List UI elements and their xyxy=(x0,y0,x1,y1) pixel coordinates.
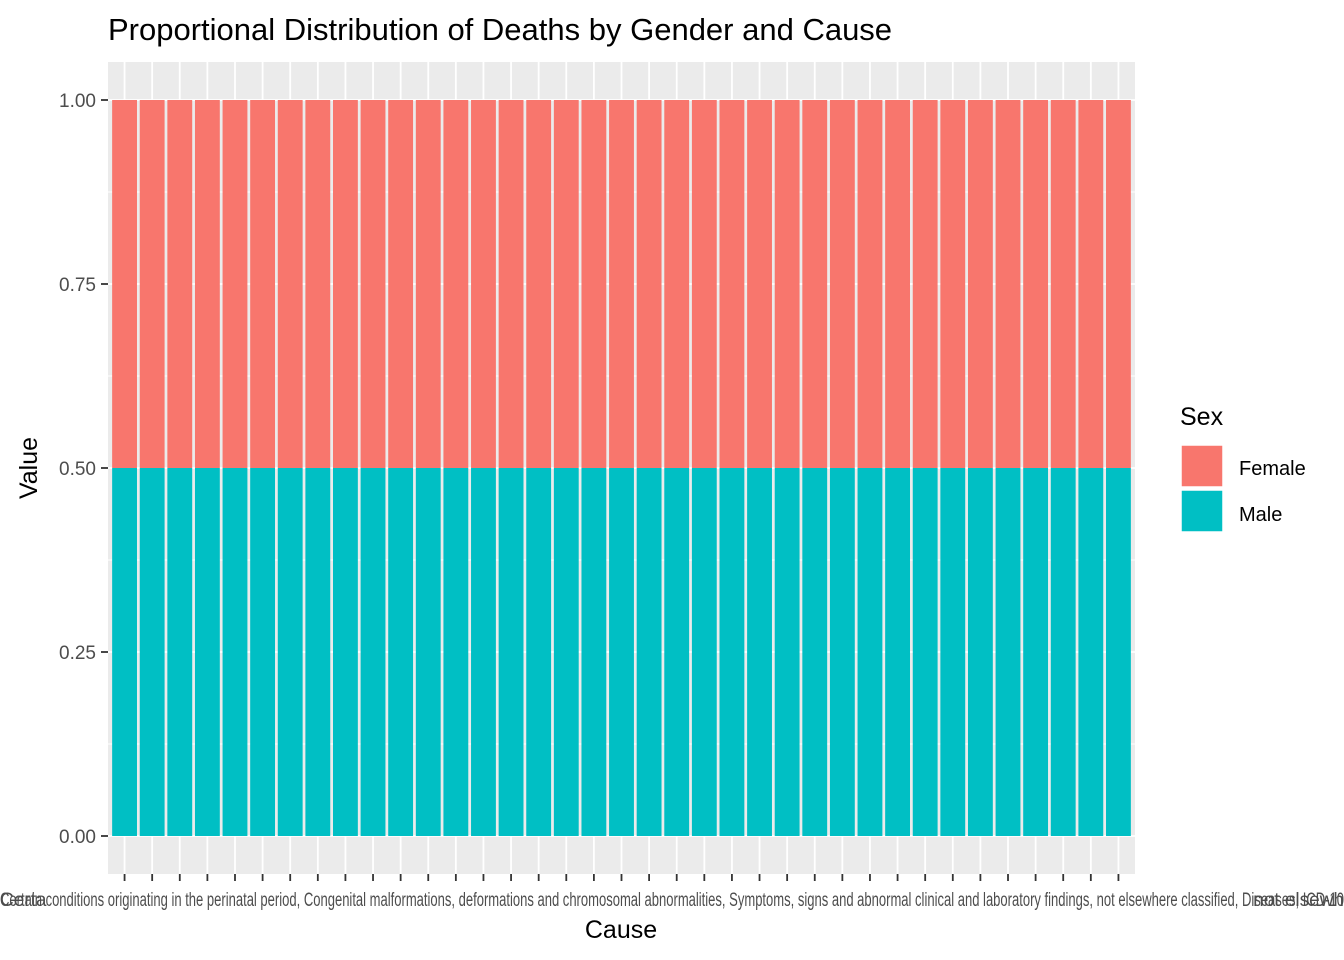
bar-female xyxy=(940,100,966,468)
chart-title: Proportional Distribution of Deaths by G… xyxy=(108,12,892,47)
bar-female xyxy=(415,100,441,468)
legend-label-male: Male xyxy=(1239,504,1282,526)
bar-female xyxy=(664,100,690,468)
bar-female xyxy=(829,100,855,468)
bar-male xyxy=(691,468,717,836)
bar-male xyxy=(774,468,800,836)
bar-female xyxy=(1023,100,1049,468)
legend-label-female: Female xyxy=(1239,458,1306,480)
bar-male xyxy=(829,468,855,836)
bar-male xyxy=(443,468,469,836)
x-axis: Certain conditions originating in the pe… xyxy=(0,874,1344,911)
bar-female xyxy=(885,100,910,468)
bar-female xyxy=(333,100,358,468)
bar-male xyxy=(388,468,414,836)
x-tick-label-last: not elsewh xyxy=(1253,890,1344,911)
bars xyxy=(112,100,1131,836)
y-tick-label: 1.00 xyxy=(59,91,96,112)
bar-male xyxy=(415,468,441,836)
bar-male xyxy=(471,468,496,836)
legend: Sex Female Male xyxy=(1180,403,1306,533)
bar-male xyxy=(305,468,331,836)
bar-male xyxy=(995,468,1021,836)
bar-male xyxy=(1106,468,1131,836)
bar-male xyxy=(967,468,993,836)
bar-male xyxy=(609,468,634,836)
legend-title: Sex xyxy=(1180,403,1224,431)
bar-female xyxy=(967,100,993,468)
bar-female xyxy=(1050,100,1076,468)
bar-male xyxy=(664,468,690,836)
bar-male xyxy=(802,468,828,836)
bar-male xyxy=(167,468,193,836)
bar-female xyxy=(250,100,276,468)
bar-female xyxy=(774,100,800,468)
bar-male xyxy=(857,468,883,836)
bar-female xyxy=(719,100,745,468)
bar-female xyxy=(691,100,717,468)
bar-male xyxy=(636,468,662,836)
bar-female xyxy=(802,100,828,468)
bar-female xyxy=(857,100,883,468)
bar-female xyxy=(553,100,579,468)
y-tick-label: 0.75 xyxy=(59,275,96,296)
bar-male xyxy=(581,468,607,836)
bar-female xyxy=(636,100,662,468)
bar-female xyxy=(360,100,386,468)
bar-male xyxy=(112,468,137,836)
bar-female xyxy=(526,100,552,468)
y-tick-label: 0.00 xyxy=(59,827,96,848)
legend-key-male xyxy=(1180,489,1224,533)
bar-female xyxy=(912,100,938,468)
bar-male xyxy=(222,468,248,836)
bar-female xyxy=(167,100,193,468)
y-tick-label: 0.25 xyxy=(59,643,96,664)
bar-female xyxy=(471,100,496,468)
bar-male xyxy=(940,468,966,836)
legend-key-female xyxy=(1180,444,1224,488)
bar-male xyxy=(1023,468,1049,836)
y-tick-label: 0.50 xyxy=(59,459,96,480)
bar-female xyxy=(222,100,248,468)
bar-female xyxy=(112,100,137,468)
bar-female xyxy=(1078,100,1104,468)
bar-male xyxy=(333,468,358,836)
bar-male xyxy=(1078,468,1104,836)
bar-female xyxy=(747,100,772,468)
x-tick-labels-overlapping: Certain conditions originating in the pe… xyxy=(0,890,1344,911)
bar-male xyxy=(277,468,303,836)
bar-male xyxy=(553,468,579,836)
bar-male xyxy=(1050,468,1076,836)
bar-female xyxy=(581,100,607,468)
bar-female xyxy=(139,100,165,468)
bar-male xyxy=(194,468,220,836)
x-axis-title: Cause xyxy=(585,916,657,944)
bar-male xyxy=(498,468,524,836)
y-axis: 0.00 0.25 0.50 0.75 1.00 xyxy=(59,91,108,848)
x-tick-label-first: Certa xyxy=(0,890,47,911)
bar-female xyxy=(388,100,414,468)
bar-male xyxy=(139,468,165,836)
bar-male xyxy=(912,468,938,836)
y-axis-title: Value xyxy=(15,437,43,499)
bar-female xyxy=(1106,100,1131,468)
bar-female xyxy=(609,100,634,468)
bar-female xyxy=(194,100,220,468)
bar-male xyxy=(747,468,772,836)
bar-female xyxy=(305,100,331,468)
bar-female xyxy=(443,100,469,468)
bar-male xyxy=(719,468,745,836)
bar-male xyxy=(250,468,276,836)
bar-male xyxy=(360,468,386,836)
bar-male xyxy=(885,468,910,836)
bar-male xyxy=(526,468,552,836)
bar-female xyxy=(498,100,524,468)
bar-female xyxy=(995,100,1021,468)
bar-female xyxy=(277,100,303,468)
